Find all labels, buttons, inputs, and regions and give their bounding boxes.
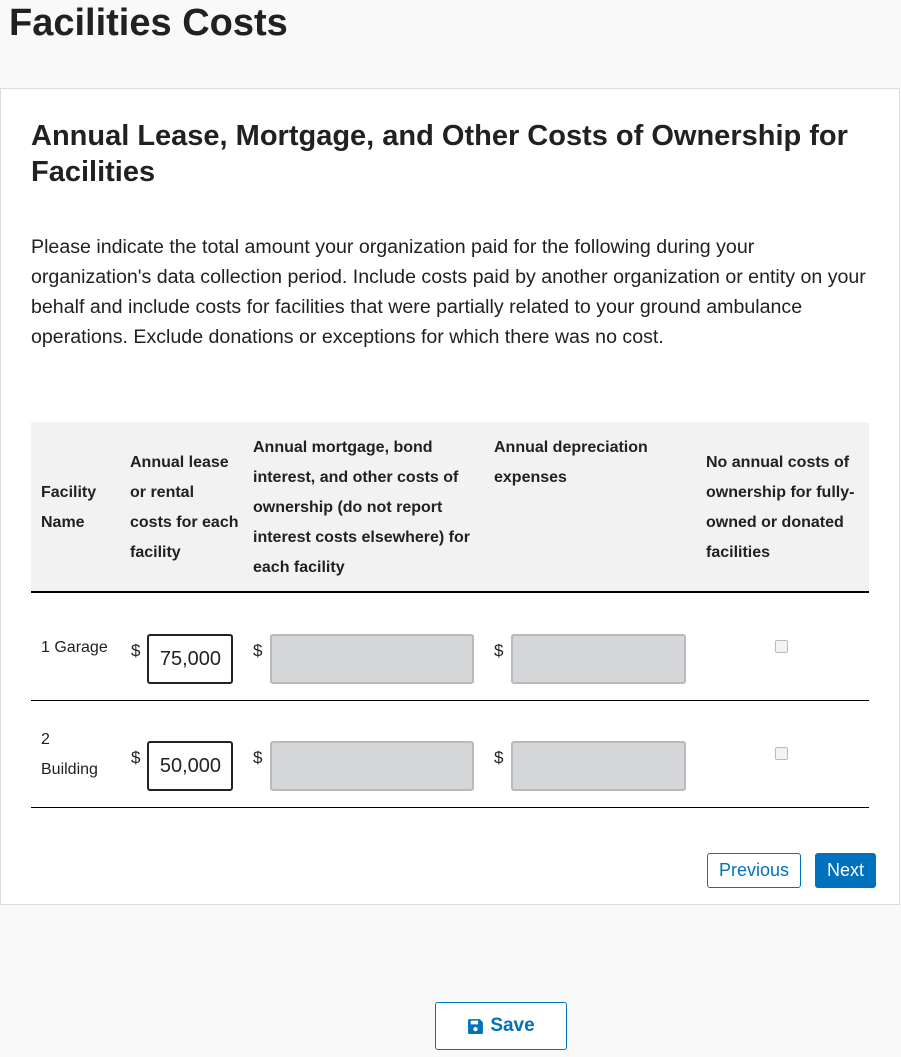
currency-symbol: $ [253, 641, 263, 660]
header-no-costs: No annual costs of ownership for fully-o… [706, 454, 855, 561]
no-costs-checkbox[interactable] [775, 640, 788, 653]
page-title: Facilities Costs [9, 2, 288, 44]
save-button[interactable]: Save [435, 1002, 567, 1050]
no-costs-checkbox[interactable] [775, 747, 788, 760]
mortgage-input[interactable] [270, 634, 474, 684]
lease-input[interactable] [147, 741, 233, 791]
currency-symbol: $ [494, 748, 504, 767]
depreciation-input[interactable] [511, 741, 686, 791]
table-header: Facility Name Annual lease or rental cos… [31, 422, 869, 593]
header-facility-name: Facility Name [41, 484, 97, 531]
currency-symbol: $ [253, 748, 263, 767]
floppy-disk-icon [468, 1018, 484, 1034]
facility-name: 2 Building [41, 731, 98, 778]
section-intro: Please indicate the total amount your or… [31, 236, 866, 348]
currency-symbol: $ [131, 748, 141, 767]
mortgage-input[interactable] [270, 741, 474, 791]
lease-input[interactable] [147, 634, 233, 684]
next-button[interactable]: Next [815, 853, 876, 888]
header-mortgage: Annual mortgage, bond interest, and othe… [253, 439, 470, 576]
section-heading: Annual Lease, Mortgage, and Other Costs … [31, 120, 848, 188]
save-label: Save [490, 1015, 535, 1036]
facility-name: 1 Garage [41, 639, 108, 656]
depreciation-input[interactable] [511, 634, 686, 684]
header-depreciation: Annual depreciation expenses [494, 439, 648, 486]
previous-button[interactable]: Previous [707, 853, 801, 888]
table-row: 2 Building $ $ $ [31, 701, 869, 808]
currency-symbol: $ [131, 641, 141, 660]
table-row: 1 Garage $ $ $ [31, 594, 869, 701]
currency-symbol: $ [494, 641, 504, 660]
header-lease: Annual lease or rental costs for each fa… [130, 454, 239, 561]
